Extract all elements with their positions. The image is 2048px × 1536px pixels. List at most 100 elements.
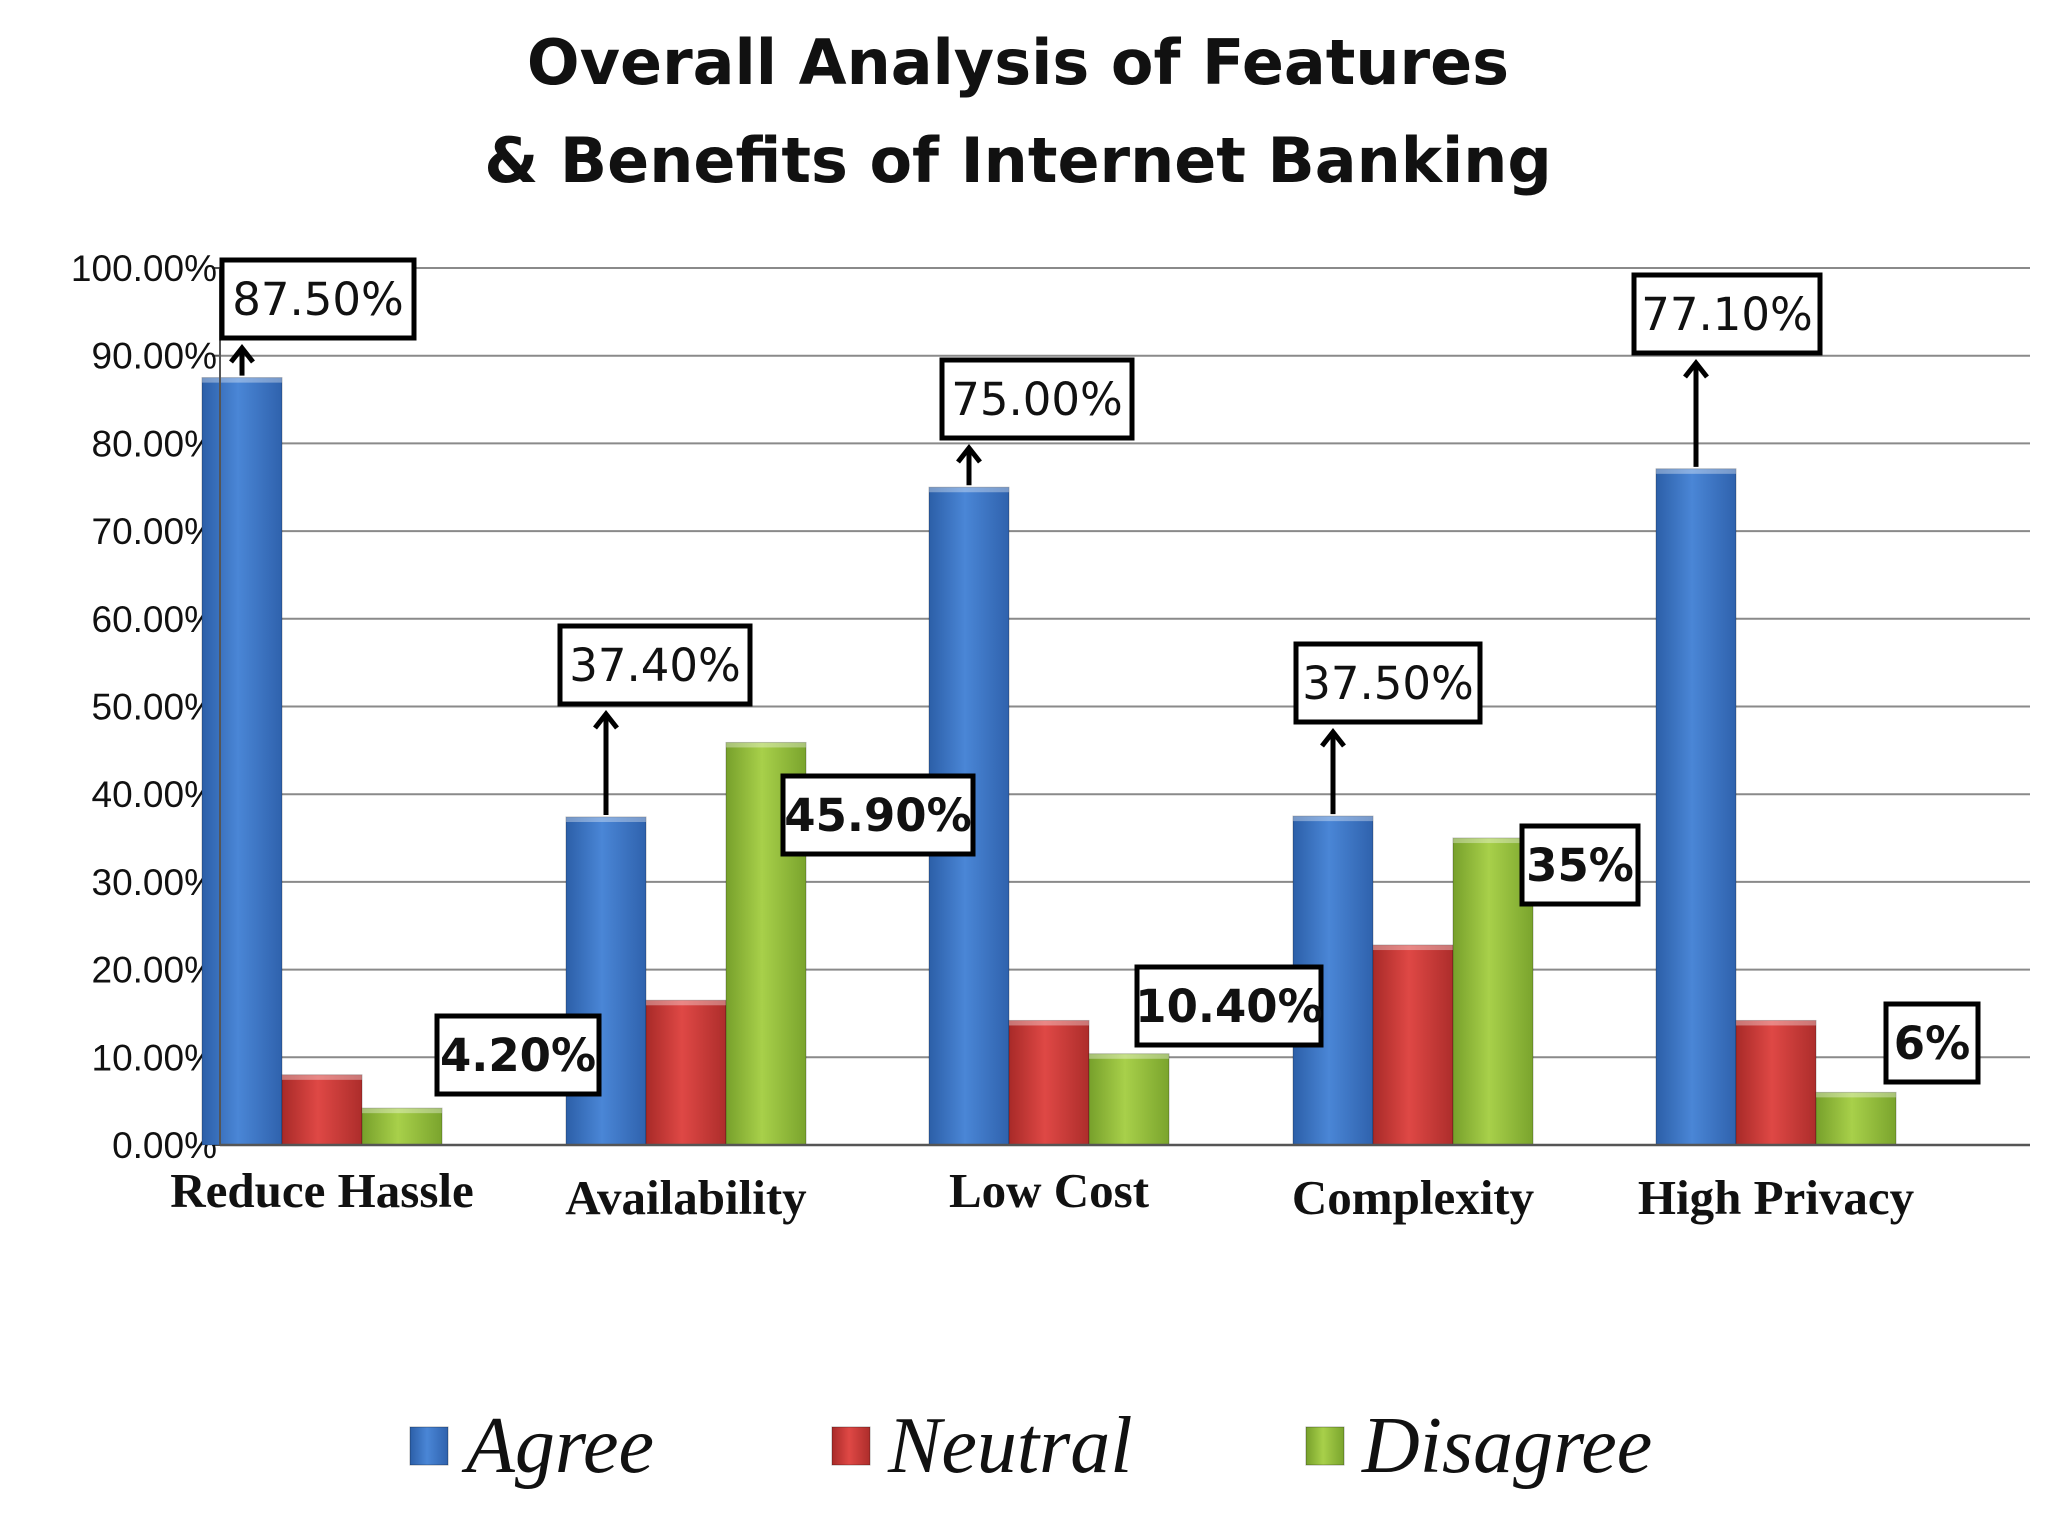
callout-box — [434, 1013, 602, 1097]
bar-top-highlight — [282, 1074, 362, 1080]
legend-swatch — [409, 1426, 449, 1466]
bar-top-highlight — [1736, 1020, 1816, 1026]
callout-complexity-agree: 37.50% — [1293, 641, 1483, 815]
callout-label: 45.90% — [784, 789, 971, 842]
y-tick-label: 50.00% — [92, 687, 218, 728]
x-axis — [219, 268, 2030, 1147]
y-axis-tick-labels: 0.00% 10.00% 20.00% 30.00% 40.00% 50.00% 60.00… — [71, 248, 217, 1166]
y-tick-label: 60.00% — [92, 599, 218, 640]
callout-label: 10.40% — [1135, 980, 1322, 1033]
legend: Agree Neutral Disagree — [409, 1402, 1652, 1490]
bar-top-highlight — [1009, 1020, 1089, 1026]
callout-high-privacy-disagree: 6% — [1883, 1001, 1981, 1085]
bar-body — [1655, 468, 1737, 1146]
legend-item-neutral: Neutral — [831, 1402, 1132, 1490]
y-tick-label: 90.00% — [92, 336, 218, 377]
bar-complexity-neutral — [1372, 944, 1454, 1146]
bar-low-cost-disagree — [1088, 1053, 1170, 1146]
bar-high-privacy-agree — [1655, 468, 1737, 1146]
callout-arrow-head — [1683, 358, 1709, 379]
bar-top-highlight — [1089, 1053, 1169, 1059]
bar-reduce-hassle-agree — [201, 377, 283, 1146]
bar-top-highlight — [646, 1000, 726, 1006]
callout-label: 87.50% — [232, 273, 404, 326]
bar-top-highlight — [726, 742, 806, 748]
callout-low-cost-disagree: 10.40% — [1134, 964, 1324, 1048]
bar-body — [281, 1074, 363, 1146]
callout-label: 35% — [1526, 839, 1634, 892]
y-tick-label: 20.00% — [92, 950, 218, 991]
bar-body — [1815, 1091, 1897, 1146]
bar-body — [1372, 944, 1454, 1146]
bar-top-highlight — [202, 377, 282, 383]
bar-top-highlight — [1293, 816, 1373, 822]
category-label-availability: Availability — [565, 1170, 807, 1225]
chart-title: Overall Analysis of Features & Benefits … — [484, 26, 1552, 197]
chart-title-line-1: Overall Analysis of Features — [527, 26, 1509, 99]
bar-high-privacy-disagree — [1815, 1091, 1897, 1146]
legend-swatch — [1305, 1426, 1345, 1466]
bar-top-highlight — [929, 487, 1009, 493]
callout-box — [1134, 964, 1324, 1048]
callout-arrow-head — [593, 709, 619, 730]
y-tick-label: 80.00% — [92, 423, 218, 464]
callout-arrow-head — [1320, 727, 1346, 748]
y-tick-label: 40.00% — [92, 774, 218, 815]
y-tick-label: 70.00% — [92, 511, 218, 552]
bar-body — [1088, 1053, 1170, 1146]
y-tick-label: 0.00% — [112, 1125, 217, 1166]
category-label-complexity: Complexity — [1292, 1170, 1535, 1225]
bar-top-highlight — [1373, 945, 1453, 951]
callout-label: 77.10% — [1641, 288, 1813, 341]
legend-label: Agree — [461, 1402, 654, 1490]
callout-reduce-hassle-agree: 87.50% — [219, 257, 417, 376]
legend-item-disagree: Disagree — [1305, 1402, 1652, 1490]
callout-box — [1883, 1001, 1981, 1085]
callout-box — [219, 257, 417, 341]
callout-box — [939, 357, 1135, 441]
callout-label: 37.50% — [1302, 657, 1474, 710]
callout-complexity-disagree: 35% — [1519, 823, 1641, 907]
data-callouts: 87.50% 4.20% 37.40% 45.90% 75.00% 10.40% 37.50… — [219, 257, 1981, 1097]
callout-box — [557, 623, 753, 707]
callout-label: 4.20% — [440, 1029, 596, 1082]
y-tick-label: 10.00% — [92, 1037, 218, 1078]
legend-label: Neutral — [887, 1402, 1132, 1490]
category-label-reduce-hassle: Reduce Hassle — [170, 1163, 474, 1218]
callout-high-privacy-agree: 77.10% — [1631, 272, 1823, 467]
bar-top-highlight — [1656, 468, 1736, 474]
category-label-low-cost: Low Cost — [949, 1163, 1150, 1218]
legend-label: Disagree — [1361, 1402, 1652, 1490]
legend-item-agree: Agree — [409, 1402, 654, 1490]
callout-label: 6% — [1894, 1017, 1970, 1070]
y-tick-label: 30.00% — [92, 862, 218, 903]
callout-box — [1293, 641, 1483, 725]
callout-label: 37.40% — [569, 639, 741, 692]
callout-arrow-head — [229, 343, 255, 364]
bar-availability-neutral — [645, 999, 727, 1146]
callout-low-cost-agree: 75.00% — [939, 357, 1135, 486]
bar-body — [361, 1107, 443, 1146]
bar-reduce-hassle-disagree — [361, 1107, 443, 1146]
category-label-high-privacy: High Privacy — [1638, 1170, 1915, 1225]
legend-swatch — [831, 1426, 871, 1466]
callout-box — [1631, 272, 1823, 356]
bar-top-highlight — [1816, 1092, 1896, 1098]
bar-top-highlight — [566, 817, 646, 823]
callout-availability-disagree: 45.90% — [780, 773, 976, 857]
y-tick-label: 100.00% — [71, 248, 217, 289]
bar-top-highlight — [1453, 838, 1533, 844]
bar-body — [645, 999, 727, 1146]
bar-body — [1008, 1019, 1090, 1146]
chart-title-line-2: & Benefits of Internet Banking — [484, 124, 1552, 197]
bar-body — [1735, 1019, 1817, 1146]
bar-body — [201, 377, 283, 1146]
callout-reduce-hassle-disagree: 4.20% — [434, 1013, 602, 1097]
callout-arrow-head — [956, 443, 982, 464]
callout-box — [780, 773, 976, 857]
bar-low-cost-neutral — [1008, 1019, 1090, 1146]
bar-top-highlight — [362, 1108, 442, 1114]
callout-box — [1519, 823, 1641, 907]
callout-availability-agree: 37.40% — [557, 623, 753, 816]
bar-reduce-hassle-neutral — [281, 1074, 363, 1146]
